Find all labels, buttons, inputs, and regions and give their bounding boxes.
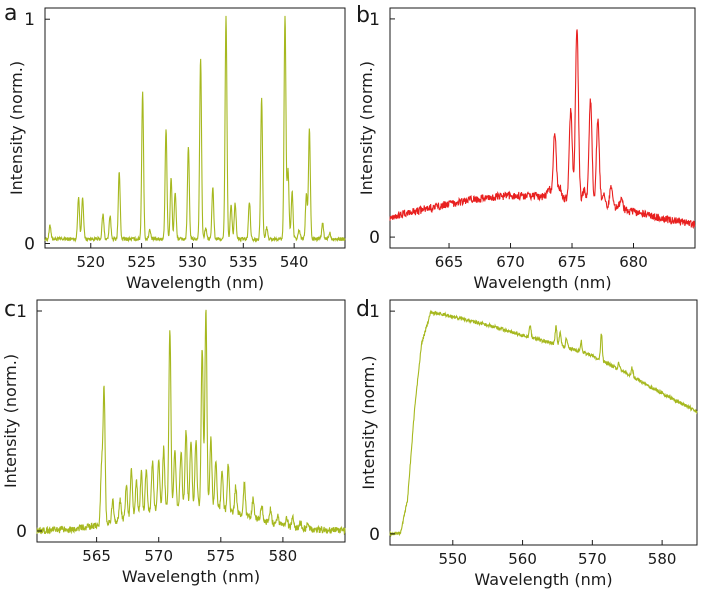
panel-b: 665 670 675 680 0 1 Wavelength (nm) Intensity (…: [356, 3, 696, 292]
x-axis-label: Wavelength (nm): [473, 273, 611, 292]
y-tick-label: 1: [369, 10, 380, 30]
plot-frame: [44, 7, 346, 249]
panel-c: 565 570 575 580 0 1 Wavelength (nm) Intensity (…: [1, 297, 346, 586]
y-tick-label: 0: [16, 522, 27, 542]
x-tick-label: 525: [127, 253, 156, 271]
x-tick-label: 665: [435, 253, 464, 271]
panel-label: d: [356, 297, 370, 322]
x-tick-label: 540: [280, 253, 309, 271]
spectrum-line: [36, 309, 346, 536]
panel-d: 550 560 570 580 0 1 Wavelength (nm) Intensity (…: [356, 297, 698, 589]
x-tick-label: 580: [648, 550, 677, 568]
x-tick-label: 530: [178, 253, 207, 271]
y-axis-label: Intensity (norm.): [359, 355, 378, 489]
x-tick-label: 680: [619, 253, 648, 271]
y-tick-label: 0: [369, 228, 380, 248]
x-tick-label: 570: [578, 550, 607, 568]
x-tick-label: 675: [558, 253, 587, 271]
x-axis-label: Wavelength (nm): [474, 570, 612, 589]
panel-label: c: [4, 297, 16, 322]
x-tick-label: 575: [206, 547, 235, 565]
x-tick-label: 570: [144, 547, 173, 565]
spectrum-line: [389, 309, 698, 538]
x-axis-label: Wavelength (nm): [126, 273, 264, 292]
plot-frame: [389, 299, 698, 546]
x-tick-label: 580: [269, 547, 298, 565]
y-axis-label: Intensity (norm.): [1, 354, 20, 488]
panel-label: a: [4, 1, 17, 26]
x-axis-label: Wavelength (nm): [122, 567, 260, 586]
x-tick-label: 550: [438, 550, 467, 568]
y-axis-label: Intensity (norm.): [357, 61, 376, 195]
x-tick-label: 670: [496, 253, 525, 271]
plot-frame: [36, 299, 346, 543]
panel-label: b: [356, 3, 370, 28]
plot-frame: [389, 7, 696, 249]
x-tick-label: 565: [82, 547, 111, 565]
y-tick-label: 0: [24, 235, 35, 255]
y-tick-label: 1: [24, 10, 35, 30]
y-tick-label: 1: [369, 302, 380, 322]
panel-a: 520 525 530 535 540 0 1 Wavelength (nm) Intensit…: [4, 1, 346, 292]
x-tick-label: 560: [508, 550, 537, 568]
x-tick-label: 535: [229, 253, 258, 271]
y-tick-label: 0: [369, 525, 380, 545]
y-axis-label: Intensity (norm.): [7, 61, 26, 195]
y-tick-label: 1: [16, 302, 27, 322]
spectrum-line: [44, 15, 346, 243]
x-tick-label: 520: [76, 253, 105, 271]
spectrum-line: [389, 29, 696, 229]
